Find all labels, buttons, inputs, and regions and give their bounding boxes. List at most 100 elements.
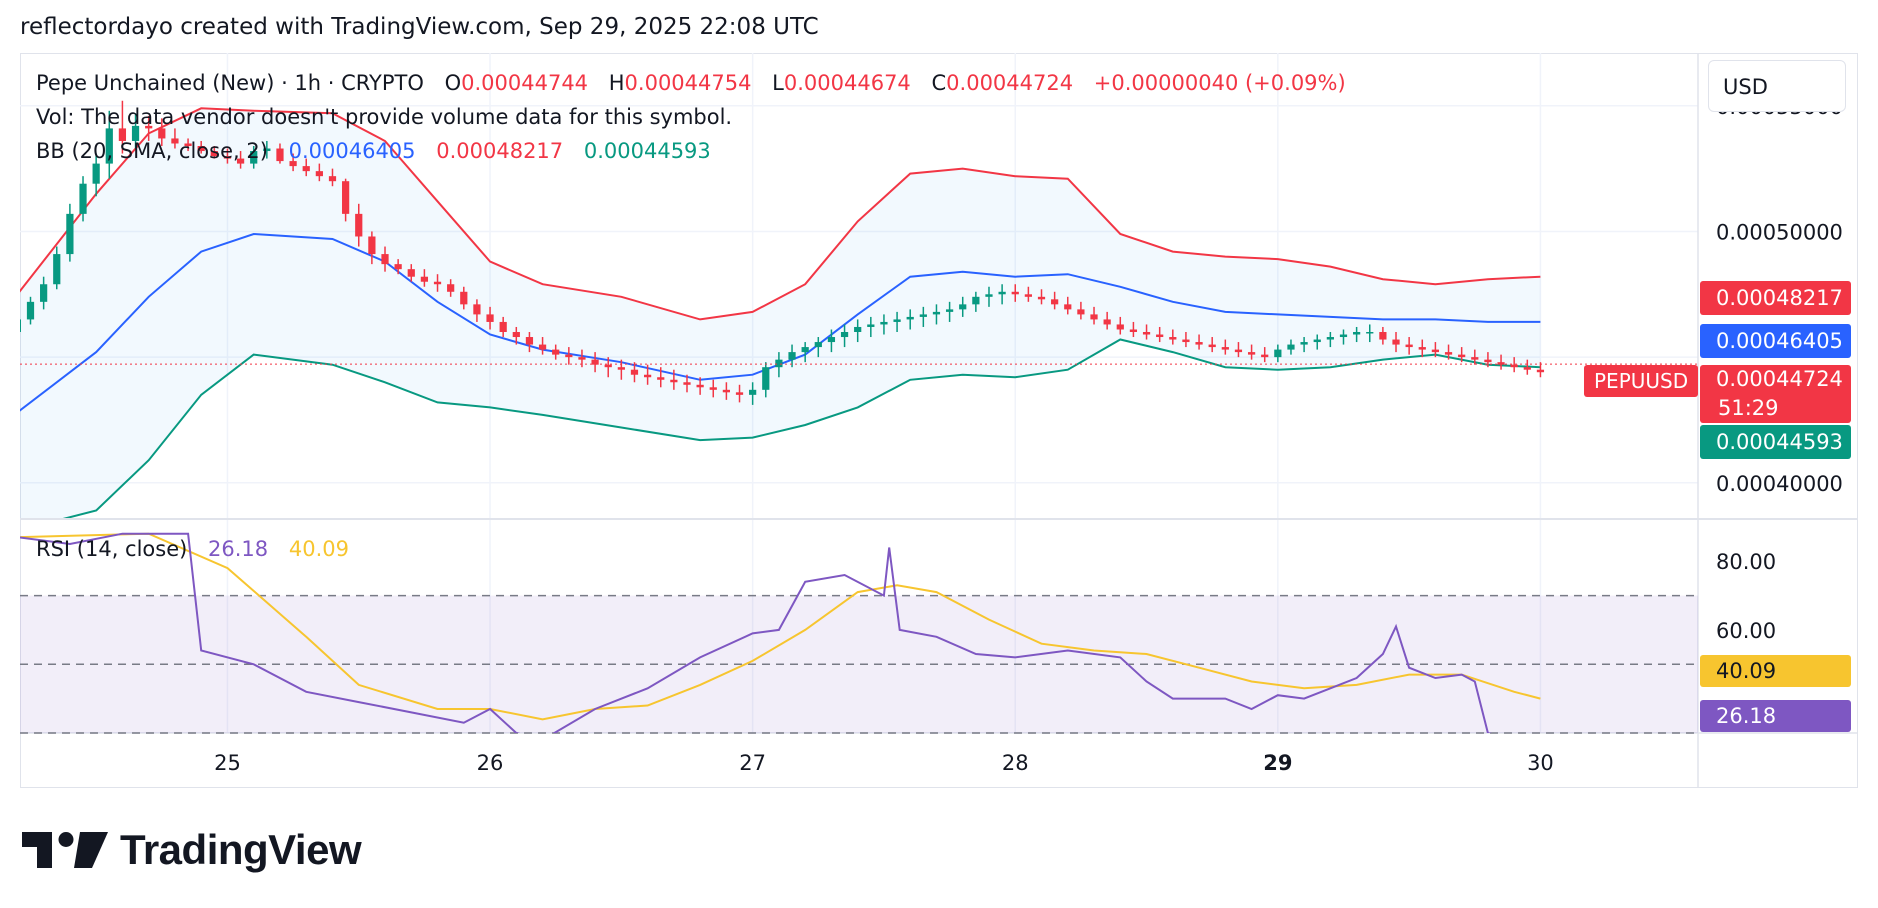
- candle-body: [907, 317, 914, 320]
- candle-body: [999, 292, 1006, 295]
- candle-body: [158, 128, 165, 138]
- candle-body: [526, 337, 533, 345]
- candle-body: [79, 184, 86, 214]
- candle-body: [1392, 340, 1399, 345]
- candle-body: [368, 236, 375, 254]
- candle-body: [1104, 319, 1111, 324]
- open-value: 0.00044744: [461, 71, 588, 95]
- candle-body: [920, 314, 927, 317]
- candle-body: [1379, 332, 1386, 340]
- last-price-value: 0.00044724: [1716, 365, 1851, 394]
- candle-body: [605, 365, 612, 368]
- candle-body: [1025, 294, 1032, 297]
- symbol-legend: Pepe Unchained (New) · 1h · CRYPTO O0.00…: [36, 71, 1350, 95]
- candle-body: [736, 392, 743, 395]
- candle-body: [1077, 309, 1084, 314]
- candle-body: [1458, 355, 1465, 358]
- candle-body: [1300, 342, 1307, 345]
- x-tick-label: 26: [477, 751, 504, 775]
- close-value: 0.00044724: [946, 71, 1073, 95]
- x-tick-label: 28: [1002, 751, 1029, 775]
- tradingview-logo[interactable]: TradingView: [22, 826, 361, 874]
- change-value: +0.00000040 (+0.09%): [1094, 71, 1346, 95]
- open-label: O: [445, 71, 462, 95]
- candle-body: [959, 304, 966, 309]
- candle-body: [421, 277, 428, 282]
- candle-body: [14, 319, 21, 332]
- candle-body: [867, 324, 874, 327]
- candle-body: [1340, 335, 1347, 338]
- candle-body: [539, 345, 546, 350]
- low-label: L: [772, 71, 784, 95]
- candle-body: [1274, 350, 1281, 358]
- x-tick-label: 29: [1263, 751, 1292, 775]
- candle-body: [1419, 347, 1426, 350]
- candle-body: [841, 332, 848, 337]
- candle-body: [644, 375, 651, 378]
- candle-body: [815, 342, 822, 347]
- candle-body: [513, 332, 520, 337]
- candle-body: [854, 327, 861, 332]
- candle-body: [381, 254, 388, 264]
- candle-body: [933, 312, 940, 315]
- x-tick-label: 27: [739, 751, 766, 775]
- bb-lower-value: 0.00044593: [584, 139, 711, 163]
- candle-body: [802, 347, 809, 352]
- rsi-value: 26.18: [208, 537, 268, 561]
- candle-body: [486, 314, 493, 322]
- currency-selector[interactable]: USD: [1708, 60, 1846, 112]
- candle-body: [1235, 350, 1242, 353]
- candle-body: [749, 390, 756, 395]
- rsi-badge: 26.18: [1700, 700, 1851, 732]
- candle-body: [552, 350, 559, 355]
- x-tick-label: 30: [1527, 751, 1554, 775]
- low-value: 0.00044674: [784, 71, 911, 95]
- bb-basis-badge: 0.00046405: [1700, 324, 1851, 358]
- candle-body: [893, 319, 900, 322]
- bb-lower-badge: 0.00044593: [1700, 425, 1851, 459]
- candle-body: [1406, 345, 1413, 348]
- candle-body: [1012, 292, 1019, 295]
- rsi-legend[interactable]: RSI (14, close) 26.18 40.09: [36, 537, 353, 561]
- candle-body: [460, 292, 467, 305]
- bb-basis-value: 0.00046405: [289, 139, 416, 163]
- rsi-axis-label: 60.00: [1716, 619, 1776, 643]
- candle-body: [1064, 304, 1071, 309]
- bar-countdown: 51:29: [1718, 394, 1851, 423]
- candle-body: [1143, 332, 1150, 335]
- last-price-badge: 0.00044724 51:29: [1700, 365, 1851, 423]
- candle-body: [355, 214, 362, 237]
- candle-body: [775, 360, 782, 368]
- candle-body: [1222, 347, 1229, 350]
- candle-body: [434, 282, 441, 285]
- close-label: C: [932, 71, 947, 95]
- candle-body: [1156, 335, 1163, 338]
- tradingview-logo-icon: [22, 832, 108, 868]
- candle-body: [1195, 342, 1202, 345]
- candle-body: [880, 322, 887, 325]
- candle-body: [329, 176, 336, 181]
- candle-body: [1353, 332, 1360, 335]
- tradingview-logo-text: TradingView: [120, 826, 361, 874]
- bb-upper-value: 0.00048217: [436, 139, 563, 163]
- x-tick-label: 25: [214, 751, 241, 775]
- volume-legend: Vol: The data vendor doesn't provide vol…: [36, 105, 736, 129]
- candle-body: [447, 284, 454, 292]
- candle-body: [1117, 324, 1124, 329]
- candle-body: [27, 302, 34, 320]
- candle-body: [93, 164, 100, 184]
- candle-body: [1038, 297, 1045, 300]
- candle-body: [395, 264, 402, 269]
- bb-legend[interactable]: BB (20, SMA, close, 2) 0.00046405 0.0004…: [36, 139, 715, 163]
- symbol-badge: PEPUUSD: [1584, 365, 1698, 397]
- symbol-title[interactable]: Pepe Unchained (New) · 1h · CRYPTO: [36, 71, 424, 95]
- candle-body: [40, 284, 47, 302]
- bb-label: BB (20, SMA, close, 2): [36, 139, 268, 163]
- high-label: H: [609, 71, 625, 95]
- candle-body: [303, 166, 310, 171]
- high-value: 0.00044754: [625, 71, 752, 95]
- candle-body: [1432, 350, 1439, 353]
- candle-body: [946, 309, 953, 312]
- price-axis-label: 0.00050000: [1716, 220, 1843, 244]
